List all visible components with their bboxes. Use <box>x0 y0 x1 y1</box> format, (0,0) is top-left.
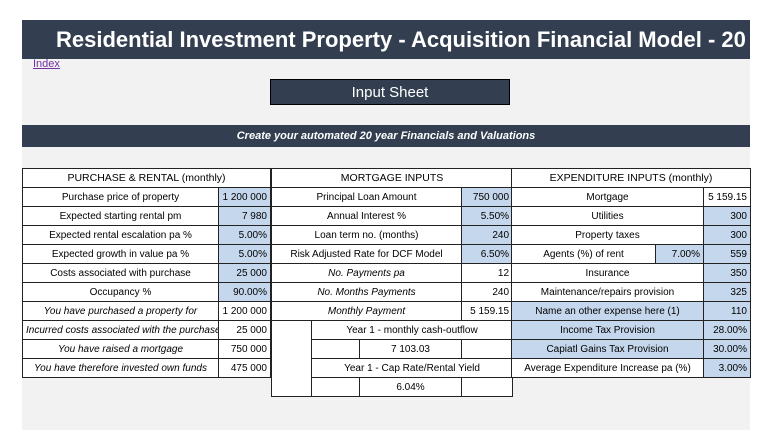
expenditure-section: EXPENDITURE INPUTS (monthly) Mortgage 5 … <box>511 168 751 378</box>
monthly-payment-value[interactable]: 5 159.15 <box>460 301 514 321</box>
purchase-label: Purchase price of property <box>22 187 219 207</box>
mortgage-label: Loan term no. (months) <box>271 225 462 245</box>
mortgage-label: No. Months Payments <box>271 282 462 302</box>
expenditure-input[interactable]: 559 <box>703 244 751 264</box>
mortgage-input[interactable]: 6.50% <box>460 244 514 264</box>
income-tax-label: Income Tax Provision <box>511 320 704 340</box>
cashflow-value[interactable]: 7 103.03 <box>359 339 462 359</box>
expenditure-input[interactable]: 325 <box>703 282 751 302</box>
purchase-input[interactable]: 1 200 000 <box>218 187 271 207</box>
purchase-input[interactable]: 90.00% <box>218 282 271 302</box>
expenditure-label: Maintenance/repairs provision <box>511 282 704 302</box>
expenditure-label: Mortgage <box>511 187 704 207</box>
expenditure-input[interactable]: 350 <box>703 263 751 283</box>
other-expense-label[interactable]: Name an other expense here (1) <box>511 301 704 321</box>
purchase-input[interactable]: 5.00% <box>218 225 271 245</box>
yield-label: Year 1 - Cap Rate/Rental Yield <box>310 358 514 378</box>
purchase-section: PURCHASE & RENTAL (monthly) Purchase pri… <box>22 168 271 378</box>
mortgage-value[interactable]: 240 <box>460 282 514 302</box>
mortgage-value[interactable]: 12 <box>460 263 514 283</box>
purchase-label: Expected starting rental pm <box>22 206 219 226</box>
purchase-header: PURCHASE & RENTAL (monthly) <box>22 168 271 188</box>
purchase-input[interactable]: 25 000 <box>218 263 271 283</box>
purchase-summary-value[interactable]: 475 000 <box>218 358 271 378</box>
purchase-label: Occupancy % <box>22 282 219 302</box>
expenditure-increase-label: Average Expenditure Increase pa (%) <box>511 358 704 378</box>
mortgage-input[interactable]: 240 <box>460 225 514 245</box>
mortgage-label: Annual Interest % <box>271 206 462 226</box>
purchase-input[interactable]: 7 980 <box>218 206 271 226</box>
agents-pct-input[interactable]: 7.00% <box>655 244 704 264</box>
mortgage-input[interactable]: 5.50% <box>460 206 514 226</box>
purchase-label: Expected rental escalation pa % <box>22 225 219 245</box>
purchase-summary-value[interactable]: 25 000 <box>218 320 271 340</box>
expenditure-label: Agents (%) of rent <box>511 244 656 264</box>
purchase-summary-label: You have therefore invested own funds <box>22 358 219 378</box>
purchase-input[interactable]: 5.00% <box>218 244 271 264</box>
mortgage-label: Risk Adjusted Rate for DCF Model <box>271 244 462 264</box>
expenditure-input[interactable]: 110 <box>703 301 751 321</box>
capital-gains-tax-label: Capiatl Gains Tax Provision <box>511 339 704 359</box>
mortgage-header: MORTGAGE INPUTS <box>270 168 514 188</box>
mortgage-label: Principal Loan Amount <box>271 187 462 207</box>
capital-gains-tax-input[interactable]: 30.00% <box>703 339 751 359</box>
cashflow-label: Year 1 - monthly cash-outflow <box>310 320 514 340</box>
index-link[interactable]: Index <box>33 58 60 70</box>
purchase-summary-label: You have raised a mortgage <box>22 339 219 359</box>
purchase-summary-label: You have purchased a property for <box>22 301 219 321</box>
expenditure-label: Utilities <box>511 206 704 226</box>
mortgage-label: No. Payments pa <box>271 263 462 283</box>
mortgage-section: MORTGAGE INPUTS Principal Loan Amount 75… <box>270 168 514 397</box>
banner: Create your automated 20 year Financials… <box>22 125 750 147</box>
purchase-summary-label: Incurred costs associated with the purch… <box>22 320 219 340</box>
expenditure-value[interactable]: 5 159.15 <box>703 187 751 207</box>
purchase-label: Expected growth in value pa % <box>22 244 219 264</box>
input-sheet-label: Input Sheet <box>270 79 510 105</box>
yield-value[interactable]: 6.04% <box>359 377 462 397</box>
expenditure-input[interactable]: 300 <box>703 225 751 245</box>
expenditure-increase-input[interactable]: 3.00% <box>703 358 751 378</box>
purchase-label: Costs associated with purchase <box>22 263 219 283</box>
monthly-payment-label: Monthly Payment <box>271 301 462 321</box>
purchase-summary-value[interactable]: 750 000 <box>218 339 271 359</box>
expenditure-label: Insurance <box>511 263 704 283</box>
expenditure-input[interactable]: 300 <box>703 206 751 226</box>
expenditure-label: Property taxes <box>511 225 704 245</box>
purchase-summary-value[interactable]: 1 200 000 <box>218 301 271 321</box>
mortgage-input[interactable]: 750 000 <box>460 187 514 207</box>
expenditure-header: EXPENDITURE INPUTS (monthly) <box>511 168 751 188</box>
model-title: Residential Investment Property - Acquis… <box>22 20 750 59</box>
income-tax-input[interactable]: 28.00% <box>703 320 751 340</box>
